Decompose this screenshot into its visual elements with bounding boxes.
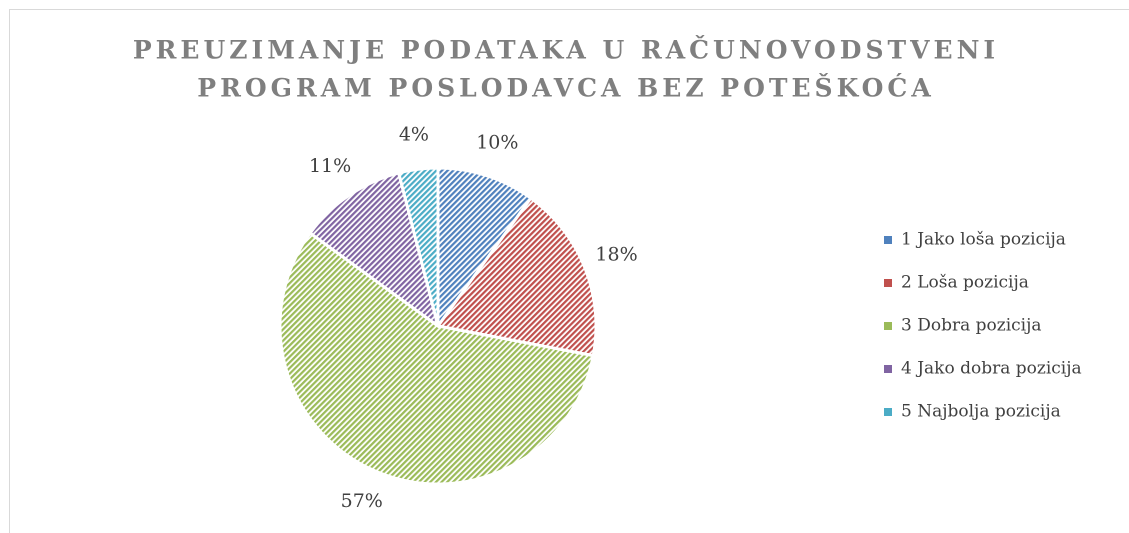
legend-label: 2 Loša pozicija [901,273,1029,293]
legend-label: 4 Jako dobra pozicija [901,359,1082,379]
legend-label: 3 Dobra pozicija [901,316,1042,336]
data-label: 11% [309,155,351,177]
pie-slice [278,231,595,486]
pie-slice [435,196,598,358]
pie-slice [308,171,441,330]
legend-swatch [884,408,892,416]
data-label: 18% [595,243,637,265]
legend-swatch [884,279,892,287]
data-label: 10% [476,131,518,153]
chart-title: PROGRAM POSLODAVCA BEZ POTEŠKOĆA [197,74,934,103]
legend-label: 5 Najbolja pozicija [901,402,1061,422]
legend-swatch [884,365,892,373]
legend-swatch [884,322,892,330]
pie-slice [396,166,440,327]
pie-slice [436,166,533,331]
legend-label: 1 Jako loša pozicija [901,230,1066,250]
chart-title: PREUZIMANJE PODATAKA U RAČUNOVODSTVENI [133,36,999,65]
data-label: 57% [341,490,383,512]
legend-swatch [884,236,892,244]
data-label: 4% [399,124,429,146]
